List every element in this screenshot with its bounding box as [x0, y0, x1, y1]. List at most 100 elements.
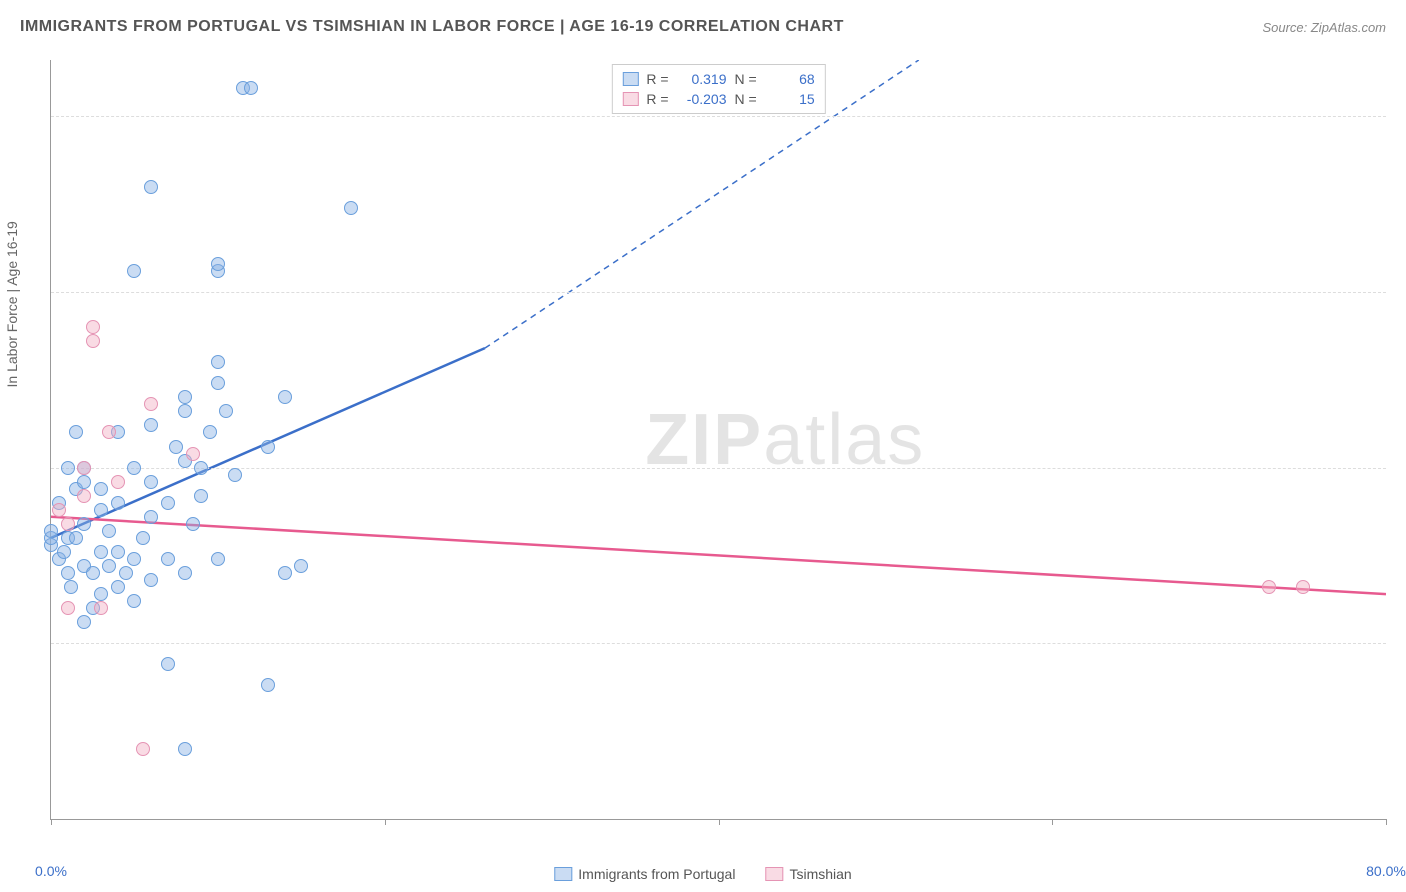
x-tick-mark	[1052, 819, 1053, 825]
data-point	[94, 482, 108, 496]
r-value-blue: 0.319	[677, 71, 727, 87]
data-point	[211, 376, 225, 390]
data-point	[94, 601, 108, 615]
data-point	[161, 552, 175, 566]
legend-item-blue: Immigrants from Portugal	[554, 866, 735, 882]
plot-area: ZIPatlas R = 0.319 N = 68 R = -0.203 N =…	[50, 60, 1386, 820]
x-tick-mark	[719, 819, 720, 825]
chart-title: IMMIGRANTS FROM PORTUGAL VS TSIMSHIAN IN…	[20, 18, 844, 36]
data-point	[211, 552, 225, 566]
data-point	[111, 496, 125, 510]
x-tick-label: 0.0%	[35, 863, 67, 879]
data-point	[194, 489, 208, 503]
data-point	[77, 489, 91, 503]
legend: Immigrants from Portugal Tsimshian	[554, 866, 851, 882]
data-point	[203, 425, 217, 439]
data-point	[144, 510, 158, 524]
data-point	[178, 566, 192, 580]
data-point	[161, 657, 175, 671]
r-label: R =	[646, 71, 668, 87]
data-point	[178, 742, 192, 756]
data-point	[94, 587, 108, 601]
data-point	[69, 531, 83, 545]
data-point	[44, 524, 58, 538]
data-point	[127, 594, 141, 608]
data-point	[111, 580, 125, 594]
info-row-blue: R = 0.319 N = 68	[622, 69, 814, 89]
data-point	[94, 545, 108, 559]
data-point	[69, 425, 83, 439]
y-tick-label: 50.0%	[1396, 460, 1406, 476]
r-value-pink: -0.203	[677, 91, 727, 107]
x-tick-label: 80.0%	[1366, 863, 1406, 879]
data-point	[77, 475, 91, 489]
legend-item-pink: Tsimshian	[765, 866, 851, 882]
n-label: N =	[735, 91, 757, 107]
correlation-info-box: R = 0.319 N = 68 R = -0.203 N = 15	[611, 64, 825, 114]
info-row-pink: R = -0.203 N = 15	[622, 89, 814, 109]
data-point	[111, 475, 125, 489]
data-point	[136, 742, 150, 756]
data-point	[57, 545, 71, 559]
x-tick-mark	[51, 819, 52, 825]
data-point	[61, 461, 75, 475]
n-value-blue: 68	[765, 71, 815, 87]
data-point	[344, 201, 358, 215]
legend-swatch-pink-icon	[765, 867, 783, 881]
data-point	[294, 559, 308, 573]
legend-label-blue: Immigrants from Portugal	[578, 866, 735, 882]
data-point	[278, 390, 292, 404]
x-tick-mark	[1386, 819, 1387, 825]
y-axis-label: In Labor Force | Age 16-19	[4, 221, 20, 387]
data-point	[261, 678, 275, 692]
data-point	[61, 566, 75, 580]
gridline-h	[51, 116, 1386, 117]
data-point	[64, 580, 78, 594]
gridline-h	[51, 643, 1386, 644]
data-point	[111, 545, 125, 559]
data-point	[219, 404, 233, 418]
data-point	[194, 461, 208, 475]
data-point	[61, 517, 75, 531]
data-point	[127, 264, 141, 278]
data-point	[119, 566, 133, 580]
data-point	[86, 320, 100, 334]
data-point	[1262, 580, 1276, 594]
data-point	[178, 390, 192, 404]
r-label: R =	[646, 91, 668, 107]
trend-lines-layer	[51, 60, 1386, 819]
data-point	[94, 503, 108, 517]
legend-swatch-blue-icon	[554, 867, 572, 881]
data-point	[278, 566, 292, 580]
y-tick-label: 100.0%	[1396, 108, 1406, 124]
data-point	[144, 180, 158, 194]
data-point	[186, 447, 200, 461]
y-tick-label: 75.0%	[1396, 284, 1406, 300]
gridline-h	[51, 468, 1386, 469]
swatch-blue-icon	[622, 72, 638, 86]
data-point	[178, 404, 192, 418]
data-point	[211, 257, 225, 271]
data-point	[77, 517, 91, 531]
data-point	[211, 355, 225, 369]
n-value-pink: 15	[765, 91, 815, 107]
swatch-pink-icon	[622, 92, 638, 106]
gridline-h	[51, 292, 1386, 293]
x-tick-mark	[385, 819, 386, 825]
data-point	[244, 81, 258, 95]
data-point	[144, 418, 158, 432]
data-point	[136, 531, 150, 545]
n-label: N =	[735, 71, 757, 87]
y-tick-label: 25.0%	[1396, 635, 1406, 651]
data-point	[102, 524, 116, 538]
data-point	[127, 552, 141, 566]
data-point	[144, 397, 158, 411]
data-point	[261, 440, 275, 454]
data-point	[1296, 580, 1310, 594]
data-point	[144, 475, 158, 489]
data-point	[102, 425, 116, 439]
data-point	[169, 440, 183, 454]
data-point	[61, 601, 75, 615]
data-point	[77, 461, 91, 475]
data-point	[77, 615, 91, 629]
